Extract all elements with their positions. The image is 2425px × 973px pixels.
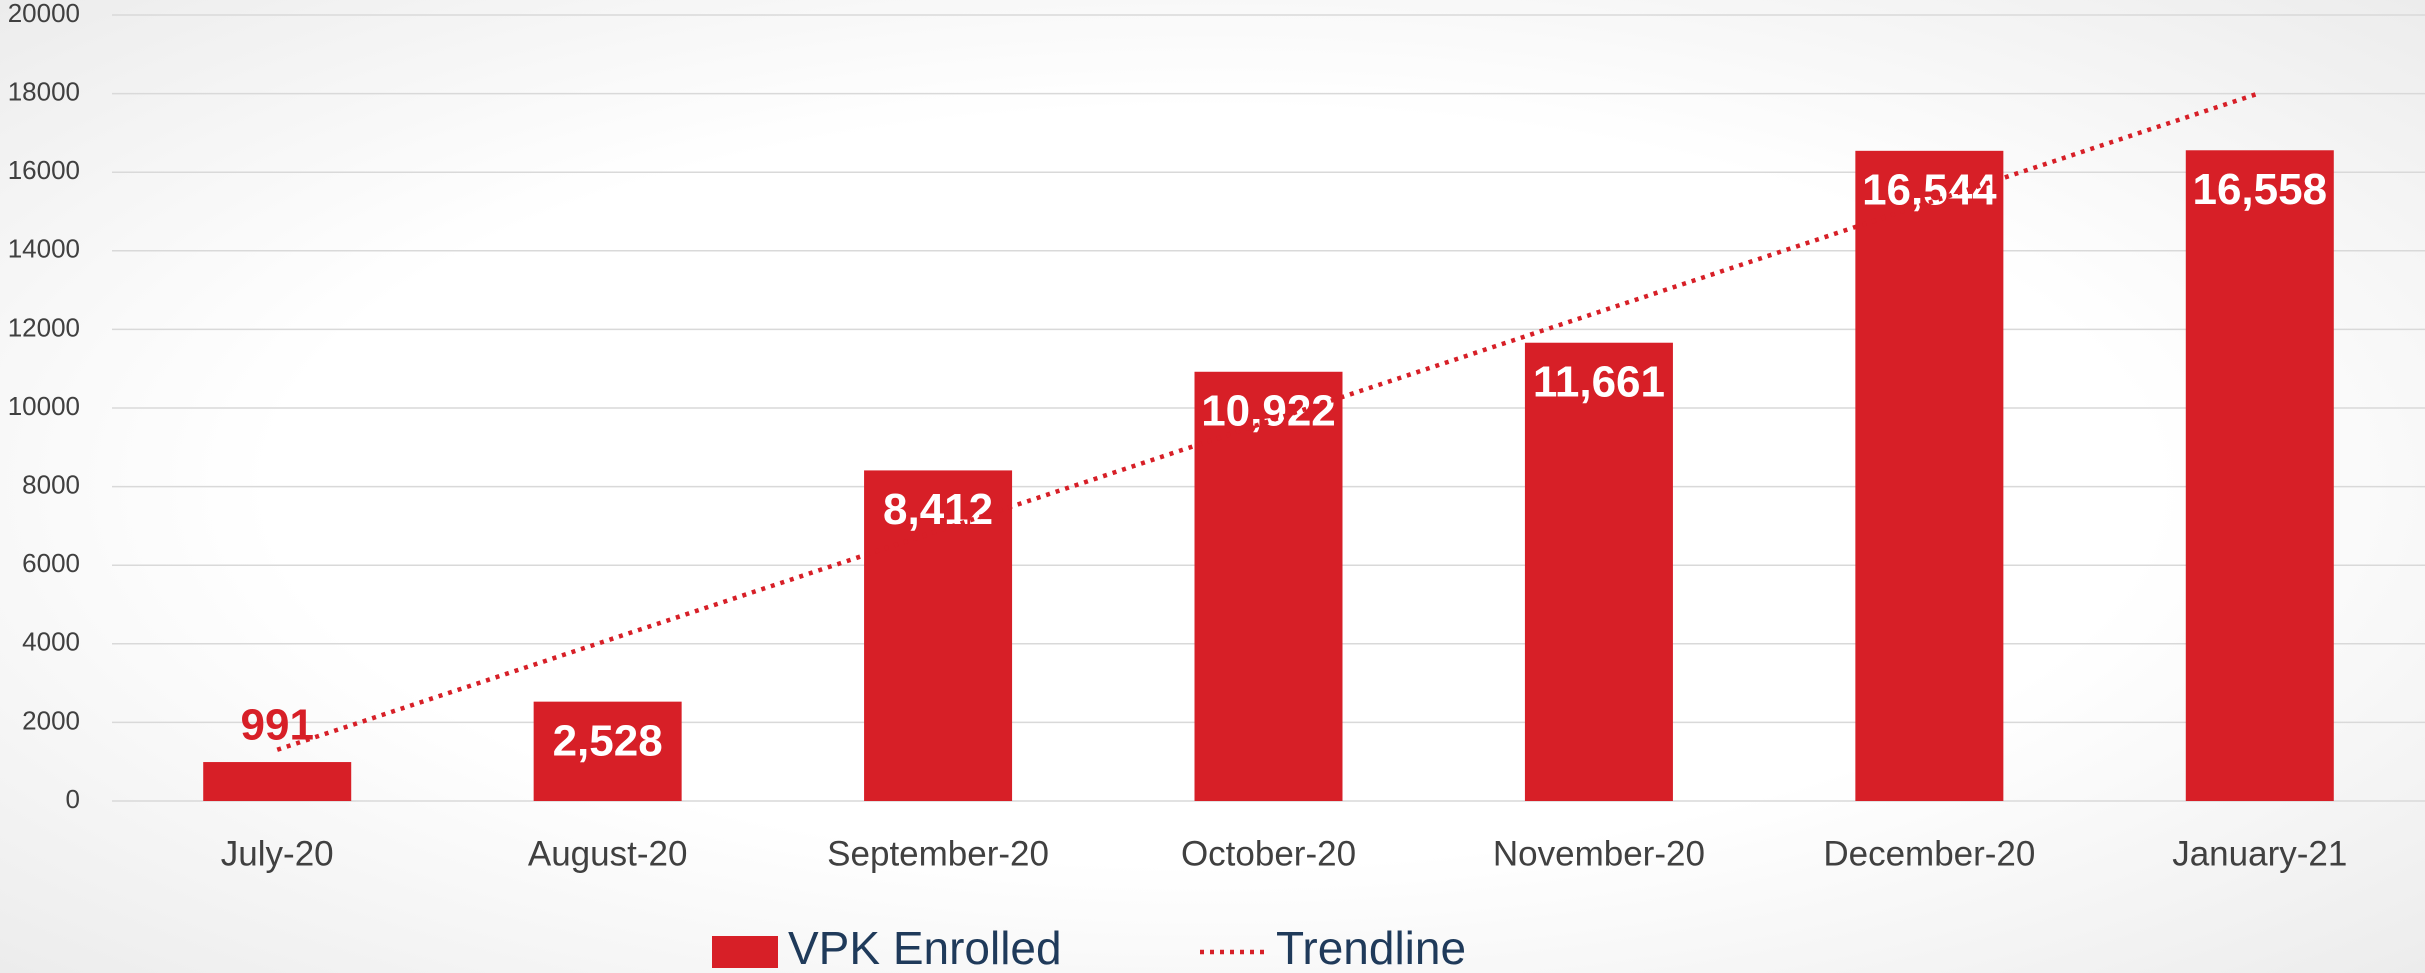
bar [1194,371,1343,801]
bar [1524,342,1673,801]
trendline [276,90,2261,752]
data-label: 16,558 [2192,165,2327,214]
bar [2185,150,2334,801]
data-label: 8,412 [883,485,993,534]
bar [533,701,682,801]
data-label: 10,922 [1201,386,1336,435]
y-tick-label: 2000 [22,705,80,735]
y-tick-label: 4000 [22,627,80,657]
x-tick-label: September-20 [827,834,1049,873]
legend-label: VPK Enrolled [788,922,1062,973]
x-tick-label: October-20 [1181,834,1356,873]
legend-swatch [712,936,778,968]
x-tick-label: December-20 [1823,834,2035,873]
data-label: 2,528 [553,716,663,765]
bar [864,470,1013,801]
bar [1855,150,2004,801]
y-tick-label: 6000 [22,548,80,578]
bar [203,762,352,801]
y-tick-label: 16000 [8,155,80,185]
y-tick-label: 8000 [22,469,80,499]
x-tick-label: January-21 [2172,834,2347,873]
legend-label: Trendline [1276,922,1466,973]
data-label: 11,661 [1533,357,1665,406]
data-label: 16,544 [1862,165,1997,214]
x-tick-label: November-20 [1493,834,1705,873]
y-tick-label: 14000 [8,234,80,264]
x-tick-label: August-20 [528,834,688,873]
x-tick-label: July-20 [221,834,334,873]
data-label: 991 [241,701,314,750]
y-tick-label: 0 [66,784,80,814]
y-tick-label: 18000 [8,76,80,106]
y-tick-label: 20000 [8,0,80,28]
y-tick-label: 12000 [8,312,80,342]
y-tick-label: 10000 [8,391,80,421]
